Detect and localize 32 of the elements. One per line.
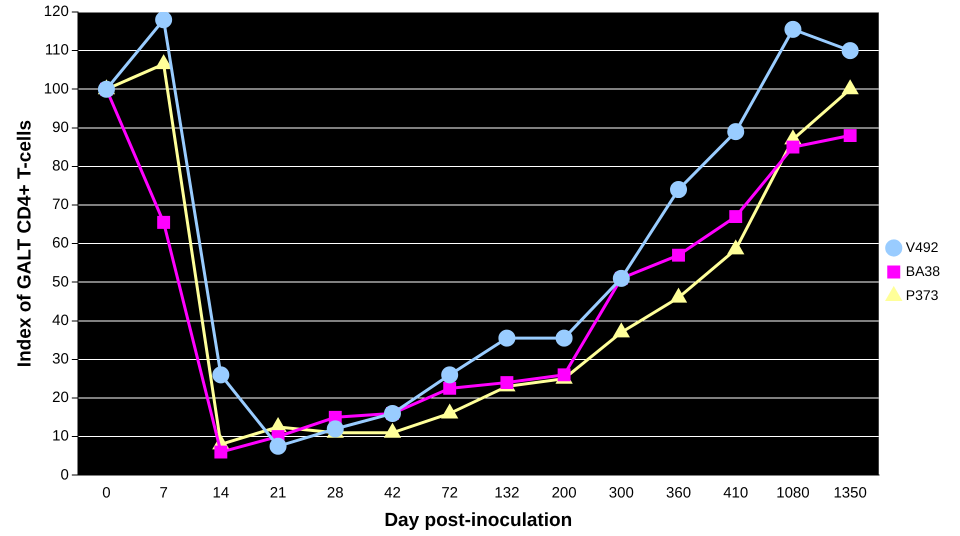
- y-tick-label: 100: [44, 80, 69, 98]
- y-tick-label: 80: [52, 158, 69, 175]
- x-tick-label: 1350: [833, 484, 867, 502]
- x-axis-title: Day post-inoculation: [384, 510, 572, 531]
- y-tick-label: 0: [60, 466, 69, 484]
- y-tick-label: 50: [52, 273, 69, 290]
- x-tick-label: 42: [384, 484, 401, 502]
- y-tick-label: 90: [52, 118, 69, 136]
- y-tick-label: 70: [52, 196, 69, 214]
- y-tick-label: 110: [44, 42, 69, 59]
- y-tick-label: 40: [52, 312, 69, 329]
- legend-label: P373: [906, 286, 939, 303]
- y-axis-title: Index of GALT CD4+ T-cells: [14, 120, 36, 368]
- y-tick-label: 60: [52, 234, 69, 252]
- x-tick-label: 360: [666, 484, 692, 502]
- x-tick-label: 410: [723, 484, 748, 502]
- x-tick-label: 14: [212, 484, 230, 502]
- y-tick-label: 20: [52, 389, 69, 406]
- legend-label: BA38: [906, 262, 940, 279]
- x-tick-label: 7: [159, 484, 168, 502]
- x-tick-label: 132: [494, 484, 520, 502]
- x-tick-label: 0: [102, 484, 111, 502]
- x-tick-label: 28: [326, 484, 344, 502]
- x-tick-label: 300: [608, 484, 634, 502]
- x-tick-label: 200: [552, 484, 577, 502]
- y-tick-label: 10: [52, 428, 69, 445]
- x-tick-label: 72: [441, 484, 458, 502]
- x-tick-label: 21: [270, 484, 286, 502]
- x-tick-label: 1080: [776, 484, 810, 502]
- legend-label: V492: [906, 238, 939, 255]
- y-tick-label: 120: [44, 3, 69, 20]
- y-tick-label: 30: [52, 350, 69, 368]
